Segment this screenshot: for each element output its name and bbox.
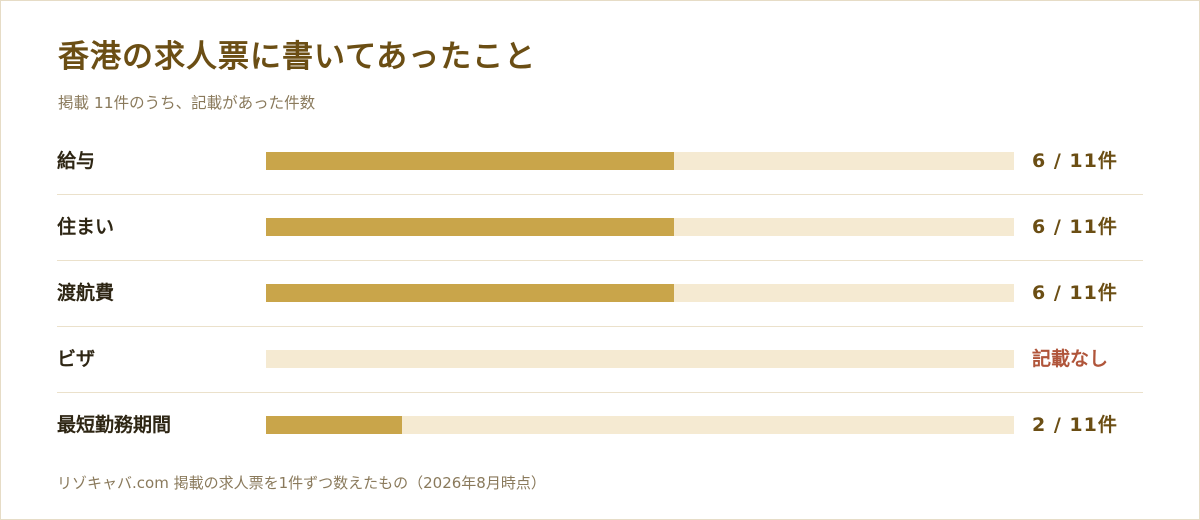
bar-track (266, 350, 1014, 368)
value-label: 6 / 11件 (1032, 216, 1118, 238)
bar (266, 416, 402, 434)
chart-title: 香港の求人票に書いてあったこと (58, 39, 537, 75)
bar-track (266, 416, 1014, 434)
category-label: 住まい (57, 216, 115, 238)
bar-track (266, 284, 1014, 302)
category-label: ビザ (57, 348, 96, 370)
category-label: 渡航費 (57, 282, 115, 304)
value-label: 記載なし (1032, 348, 1109, 370)
row-divider (57, 260, 1143, 261)
category-label: 最短勤務期間 (57, 414, 172, 436)
bar-track (266, 152, 1014, 170)
bar-row: 住まい 6 / 11件 (0, 194, 1200, 260)
value-label: 2 / 11件 (1032, 414, 1118, 436)
bar-track (266, 218, 1014, 236)
value-label: 6 / 11件 (1032, 282, 1118, 304)
chart-subtitle: 掲載 11件のうち、記載があった件数 (58, 94, 316, 112)
bar (266, 284, 674, 302)
bar-row: 最短勤務期間 2 / 11件 (0, 392, 1200, 458)
value-label: 6 / 11件 (1032, 150, 1118, 172)
bar-row: 渡航費 6 / 11件 (0, 260, 1200, 326)
row-divider (57, 326, 1143, 327)
bar (266, 218, 674, 236)
bar (266, 152, 674, 170)
source-note: リゾキャバ.com 掲載の求人票を1件ずつ数えたもの（2026年8月時点） (57, 474, 546, 492)
bar-row: ビザ 記載なし (0, 326, 1200, 392)
row-divider (57, 194, 1143, 195)
category-label: 給与 (57, 150, 96, 172)
row-divider (57, 392, 1143, 393)
bar-row: 給与 6 / 11件 (0, 128, 1200, 194)
